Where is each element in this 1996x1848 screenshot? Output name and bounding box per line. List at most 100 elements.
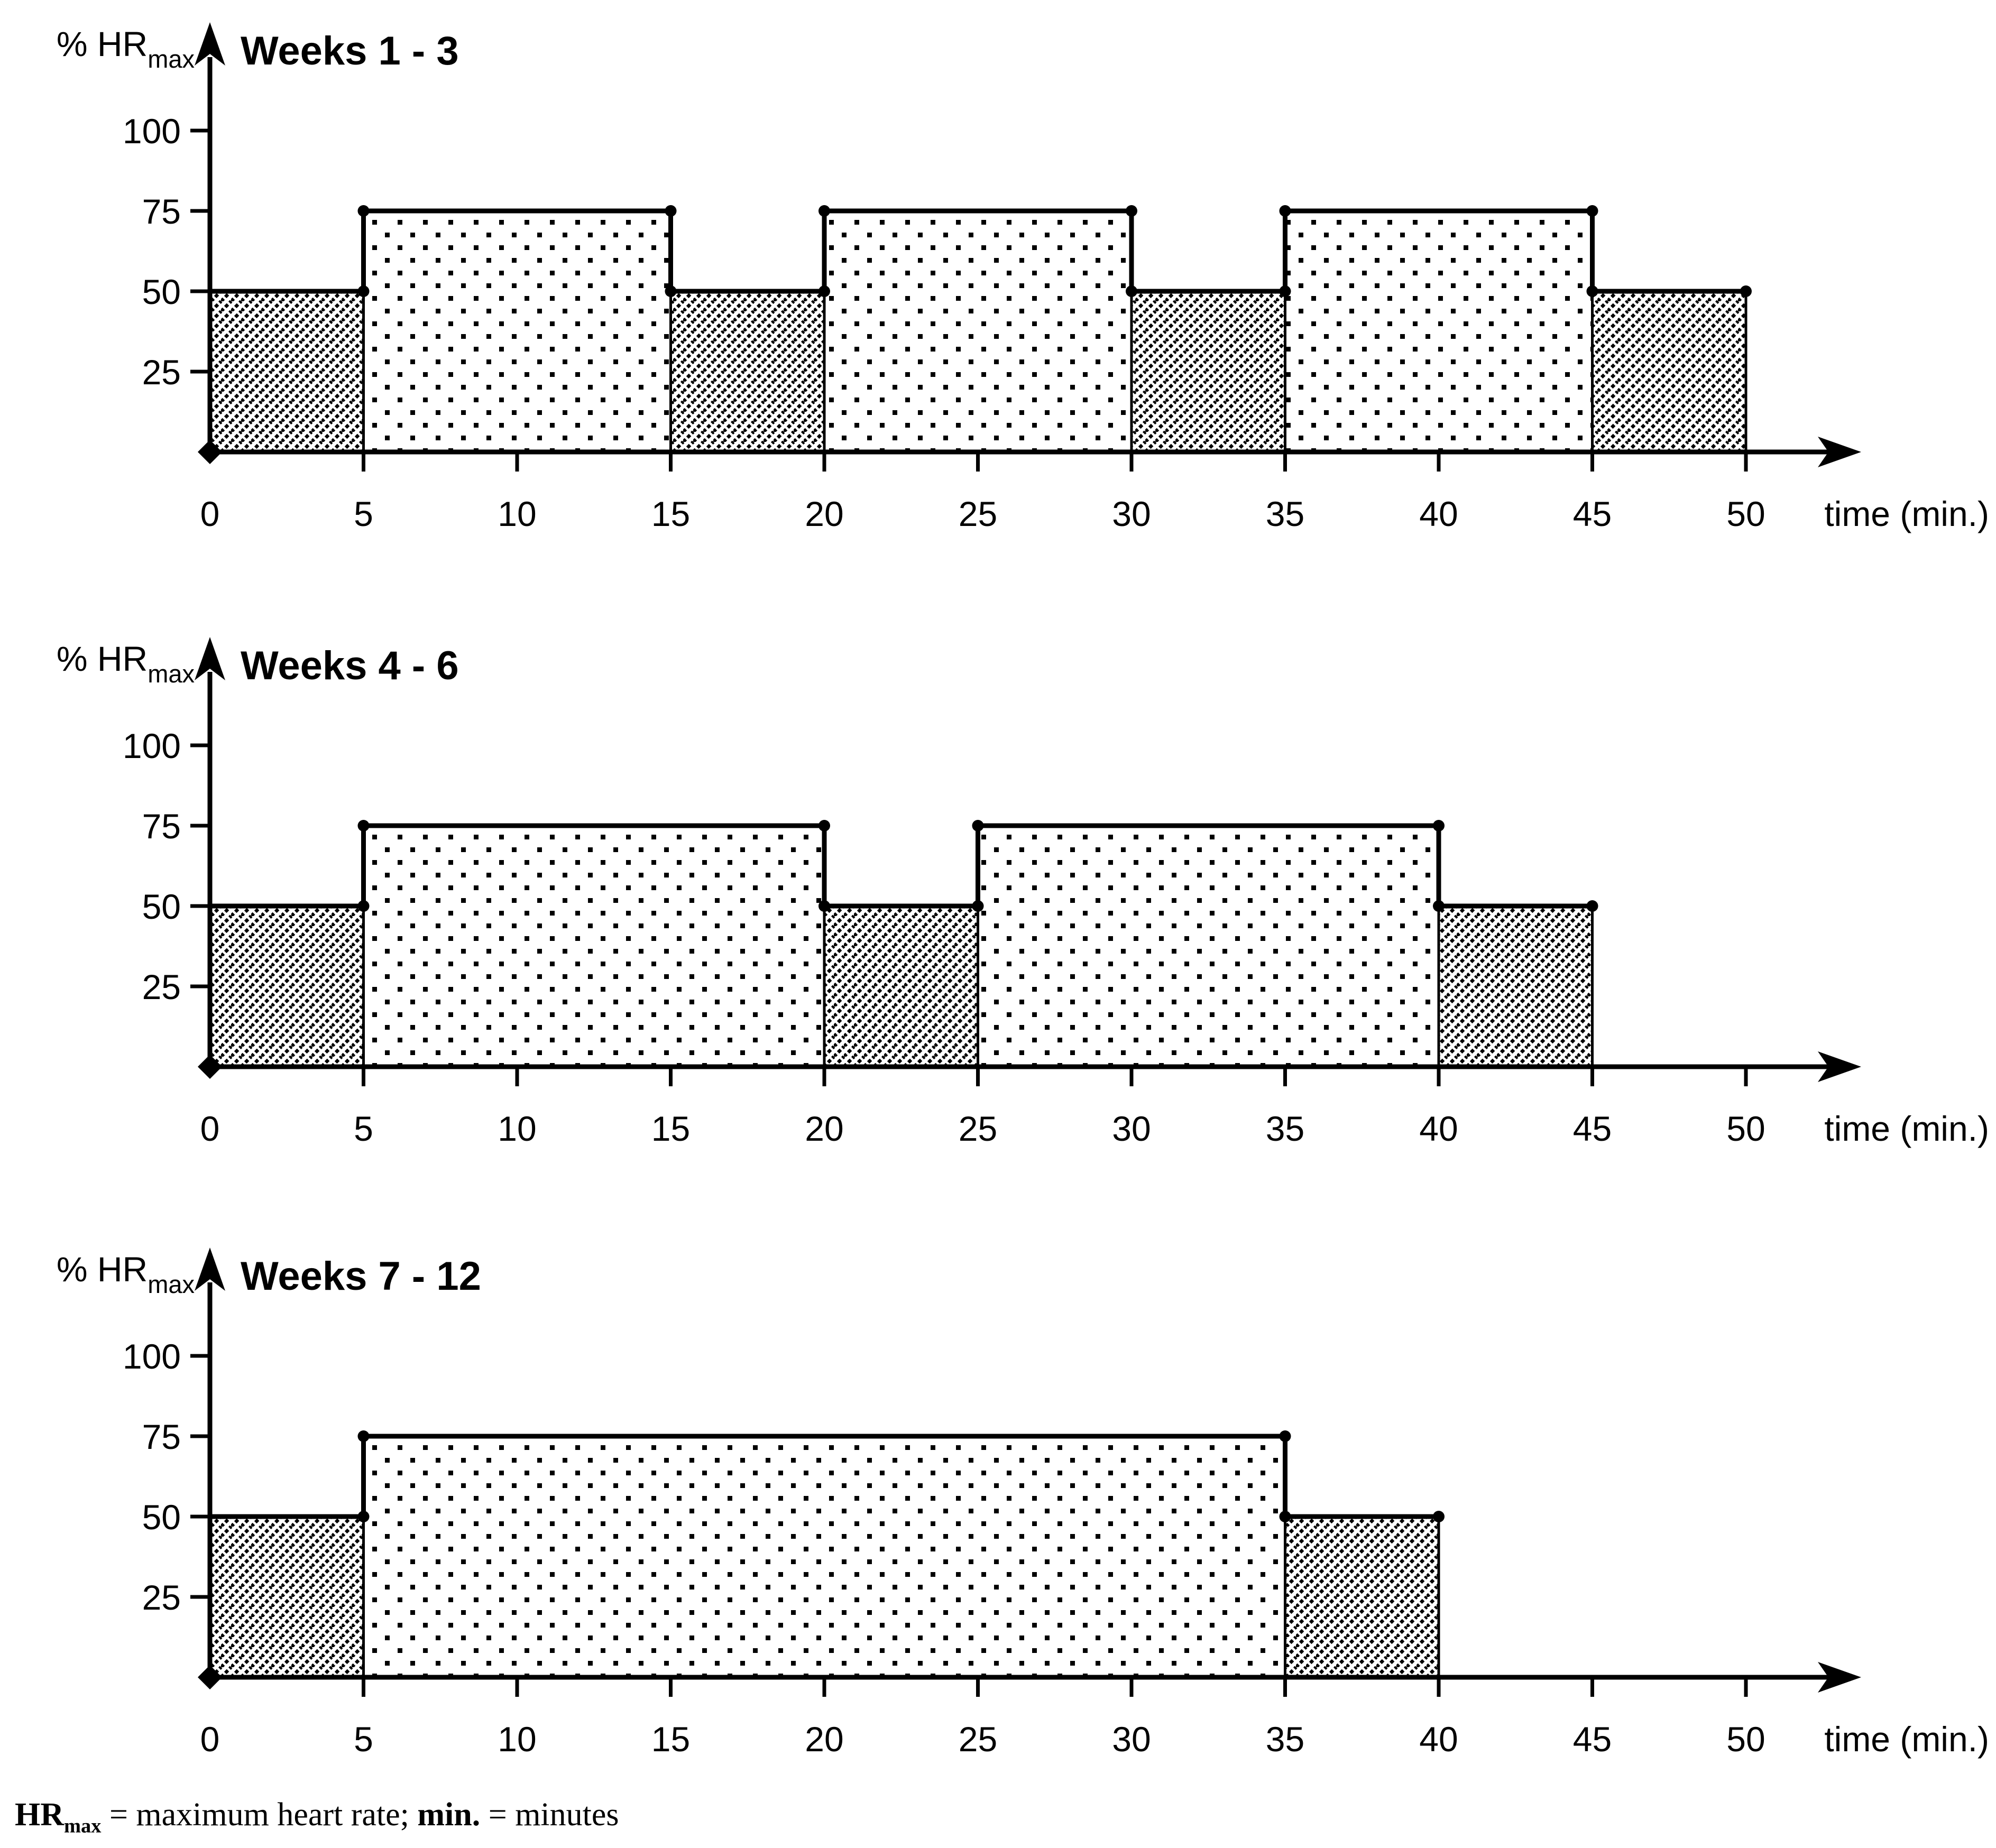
x-tick-label: 50	[1726, 1720, 1765, 1759]
low-intensity-segment	[669, 290, 826, 454]
x-tick-label: 15	[651, 1720, 690, 1759]
low-intensity-segment	[823, 904, 979, 1068]
y-axis-label: % HRmax	[57, 639, 195, 688]
footnote-term-hrmax-subscript: max	[64, 1815, 102, 1837]
x-tick-label: 45	[1573, 1720, 1612, 1759]
y-tick-label: 75	[142, 192, 181, 231]
intensity-step-line	[210, 1434, 1439, 1519]
low-intensity-segment	[208, 904, 365, 1068]
footnote-term-min: min.	[417, 1797, 481, 1833]
x-tick-label: 25	[959, 494, 997, 533]
x-tick-label: 20	[805, 1720, 843, 1759]
intensity-step-line	[210, 823, 1593, 909]
x-tick-label: 50	[1726, 494, 1765, 533]
x-tick-label: 35	[1266, 1109, 1304, 1148]
x-axis-arrowhead	[1818, 437, 1861, 467]
footnote-term-hrmax: HR	[15, 1797, 64, 1833]
step-chart-weeks-7-12: 0 5 10 15 20 25 30 35 40 45 50 25 50 75 100 % HRmax Week…	[57, 1248, 1989, 1759]
chart-weeks-1-3: 0 5 10 15 20 25 30 35 40 45 50 25 50 75 100 % HRmax Week…	[0, 0, 1996, 615]
x-tick-label: 25	[959, 1720, 997, 1759]
chart-weeks-4-6: 0 5 10 15 20 25 30 35 40 45 50 25 50 75 100 % HRmax Week…	[0, 615, 1996, 1225]
low-intensity-segment	[1591, 290, 1747, 454]
x-tick-label: 45	[1573, 494, 1612, 533]
low-intensity-segment	[1437, 904, 1594, 1068]
corner-marker	[1433, 820, 1445, 831]
x-tick-label: 0	[200, 494, 220, 533]
y-axis-label: % HRmax	[57, 24, 195, 73]
corner-marker	[818, 820, 830, 831]
chart-title: Weeks 7 - 12	[241, 1254, 481, 1299]
y-tick-label: 50	[142, 887, 181, 926]
work-interval-segment	[823, 209, 1133, 454]
x-tick-label: 0	[200, 1720, 220, 1759]
corner-marker	[357, 1430, 370, 1442]
corner-marker	[1433, 1511, 1445, 1522]
corner-marker	[357, 820, 370, 831]
corner-marker	[1126, 205, 1137, 217]
corner-marker	[1740, 285, 1752, 297]
work-interval-segment	[977, 824, 1440, 1068]
corner-marker	[1433, 900, 1445, 912]
corner-marker	[1586, 285, 1598, 297]
corner-marker	[665, 205, 677, 217]
corner-marker	[818, 285, 830, 297]
y-tick-label: 25	[142, 353, 181, 392]
x-tick-label: 35	[1266, 1720, 1304, 1759]
y-tick-label: 25	[142, 967, 181, 1006]
corner-marker	[1279, 205, 1291, 217]
x-tick-label: 40	[1419, 1720, 1458, 1759]
corner-marker	[1279, 1511, 1291, 1522]
corner-marker	[357, 1511, 370, 1522]
corner-marker	[1586, 205, 1598, 217]
x-tick-label: 5	[354, 494, 373, 533]
y-tick-label: 100	[123, 1337, 181, 1376]
y-axis-arrowhead	[195, 22, 225, 66]
x-tick-label: 30	[1112, 1109, 1151, 1148]
corner-marker	[818, 205, 830, 217]
corner-marker	[665, 285, 677, 297]
origin-marker	[198, 1665, 222, 1689]
work-interval-segment	[362, 1435, 1286, 1679]
x-tick-label: 15	[651, 494, 690, 533]
corner-marker	[1586, 900, 1598, 912]
x-axis-label: time (min.)	[1824, 1109, 1989, 1148]
footnote-definition-2: = minutes	[480, 1797, 619, 1833]
x-tick-label: 5	[354, 1720, 373, 1759]
work-interval-segment	[362, 209, 672, 454]
x-axis-label: time (min.)	[1824, 494, 1989, 533]
corner-marker	[357, 205, 370, 217]
x-tick-label: 20	[805, 494, 843, 533]
x-tick-label: 10	[498, 1720, 536, 1759]
chart-title: Weeks 1 - 3	[241, 29, 459, 73]
footnote: HRmax = maximum heart rate; min. = minut…	[15, 1796, 1996, 1837]
corner-marker	[1279, 285, 1291, 297]
corner-marker	[357, 900, 370, 912]
low-intensity-segment	[208, 1515, 365, 1679]
x-tick-label: 20	[805, 1109, 843, 1148]
x-axis-arrowhead	[1818, 1051, 1861, 1082]
corner-marker	[1279, 1430, 1291, 1442]
y-tick-label: 50	[142, 1498, 181, 1537]
x-tick-label: 45	[1573, 1109, 1612, 1148]
footnote-definition-1: = maximum heart rate;	[101, 1797, 418, 1833]
step-chart-weeks-4-6: 0 5 10 15 20 25 30 35 40 45 50 25 50 75 100 % HRmax Week…	[57, 637, 1989, 1148]
x-tick-label: 10	[498, 494, 536, 533]
y-tick-label: 25	[142, 1578, 181, 1617]
work-interval-segment	[1284, 209, 1594, 454]
y-tick-label: 75	[142, 1417, 181, 1456]
low-intensity-segment	[208, 290, 365, 454]
x-tick-label: 35	[1266, 494, 1304, 533]
x-axis-arrowhead	[1818, 1662, 1861, 1693]
low-intensity-segment	[1284, 1515, 1440, 1679]
chart-title: Weeks 4 - 6	[241, 643, 459, 688]
x-axis-label: time (min.)	[1824, 1720, 1989, 1759]
step-chart-weeks-1-3: 0 5 10 15 20 25 30 35 40 45 50 25 50 75 100 % HRmax Week…	[57, 22, 1989, 533]
x-tick-label: 40	[1419, 1109, 1458, 1148]
x-tick-label: 40	[1419, 494, 1458, 533]
x-tick-label: 25	[959, 1109, 997, 1148]
work-interval-segment	[362, 824, 826, 1068]
origin-marker	[198, 440, 222, 464]
y-axis-arrowhead	[195, 1248, 225, 1291]
corner-marker	[1126, 285, 1137, 297]
